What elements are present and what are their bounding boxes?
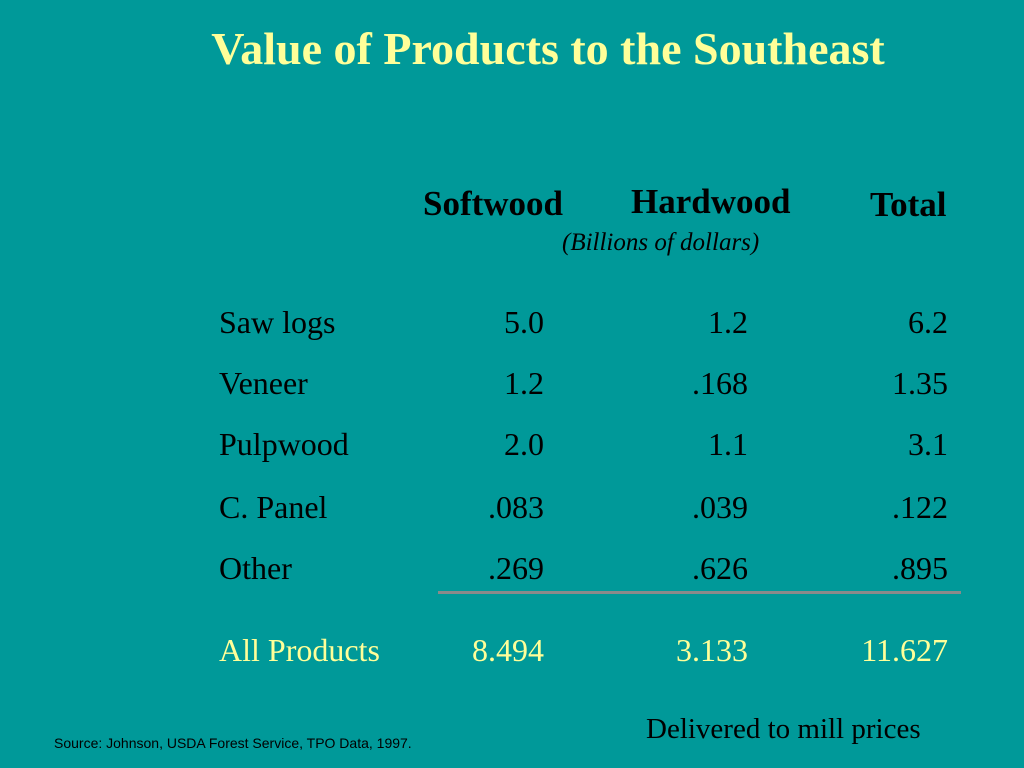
- table-row: Pulpwood 2.0 1.1 3.1: [0, 426, 1024, 466]
- hardwood-value: .168: [692, 365, 748, 401]
- total-value: 3.1: [908, 426, 948, 462]
- softwood-value: .083: [488, 489, 544, 525]
- softwood-value: 1.2: [504, 365, 544, 401]
- row-label: Saw logs: [219, 304, 336, 340]
- hardwood-value: .039: [692, 489, 748, 525]
- row-label: Other: [219, 550, 292, 586]
- hardwood-value: 1.1: [708, 426, 748, 462]
- source-citation: Source: Johnson, USDA Forest Service, TP…: [54, 735, 412, 751]
- hardwood-value: 1.2: [708, 304, 748, 340]
- table-row: Saw logs 5.0 1.2 6.2: [0, 304, 1024, 344]
- row-label: Pulpwood: [219, 426, 349, 462]
- column-header-total: Total: [870, 185, 947, 224]
- softwood-value: .269: [488, 550, 544, 586]
- table-row: Veneer 1.2 .168 1.35: [0, 365, 1024, 405]
- slide-title: Value of Products to the Southeast: [211, 23, 885, 74]
- total-value: .895: [892, 550, 948, 586]
- totals-divider: [438, 591, 961, 594]
- total-value: .122: [892, 489, 948, 525]
- softwood-value: 5.0: [504, 304, 544, 340]
- hardwood-value: .626: [692, 550, 748, 586]
- totals-label: All Products: [219, 632, 380, 668]
- table-row: C. Panel .083 .039 .122: [0, 489, 1024, 529]
- column-header-hardwood: Hardwood: [631, 182, 791, 221]
- softwood-value: 2.0: [504, 426, 544, 462]
- total-value: 1.35: [892, 365, 948, 401]
- softwood-total: 8.494: [472, 632, 544, 668]
- row-label: Veneer: [219, 365, 308, 401]
- table-row: Other .269 .626 .895: [0, 550, 1024, 590]
- row-label: C. Panel: [219, 489, 328, 525]
- totals-row: All Products 8.494 3.133 11.627: [0, 632, 1024, 672]
- price-basis-note: Delivered to mill prices: [646, 713, 921, 745]
- hardwood-total: 3.133: [676, 632, 748, 668]
- total-value: 6.2: [908, 304, 948, 340]
- column-header-softwood: Softwood: [423, 184, 564, 223]
- grand-total: 11.627: [861, 632, 948, 668]
- units-note: (Billions of dollars): [562, 229, 760, 256]
